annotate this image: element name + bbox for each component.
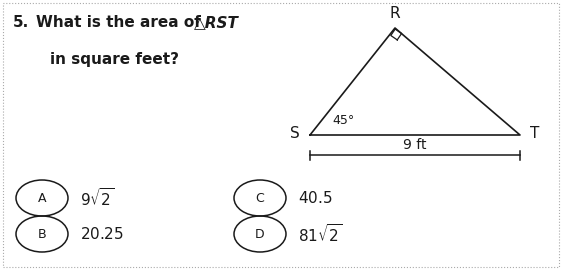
Text: A: A bbox=[38, 191, 46, 204]
Text: T: T bbox=[530, 127, 540, 141]
Text: $9\sqrt{2}$: $9\sqrt{2}$ bbox=[80, 187, 115, 209]
Text: S: S bbox=[290, 127, 300, 141]
Text: What is the area of: What is the area of bbox=[36, 15, 206, 30]
Text: $20.25$: $20.25$ bbox=[80, 226, 124, 242]
Text: in square feet?: in square feet? bbox=[50, 52, 179, 67]
Text: $40.5$: $40.5$ bbox=[298, 190, 333, 206]
Text: $81\sqrt{2}$: $81\sqrt{2}$ bbox=[298, 223, 342, 245]
Text: R: R bbox=[389, 6, 400, 21]
Text: D: D bbox=[255, 228, 265, 241]
Text: C: C bbox=[256, 191, 264, 204]
Text: 5.: 5. bbox=[13, 15, 29, 30]
Text: 9 ft: 9 ft bbox=[404, 138, 427, 152]
Text: B: B bbox=[38, 228, 46, 241]
Text: 45°: 45° bbox=[332, 114, 354, 127]
Text: △RST: △RST bbox=[194, 15, 239, 30]
